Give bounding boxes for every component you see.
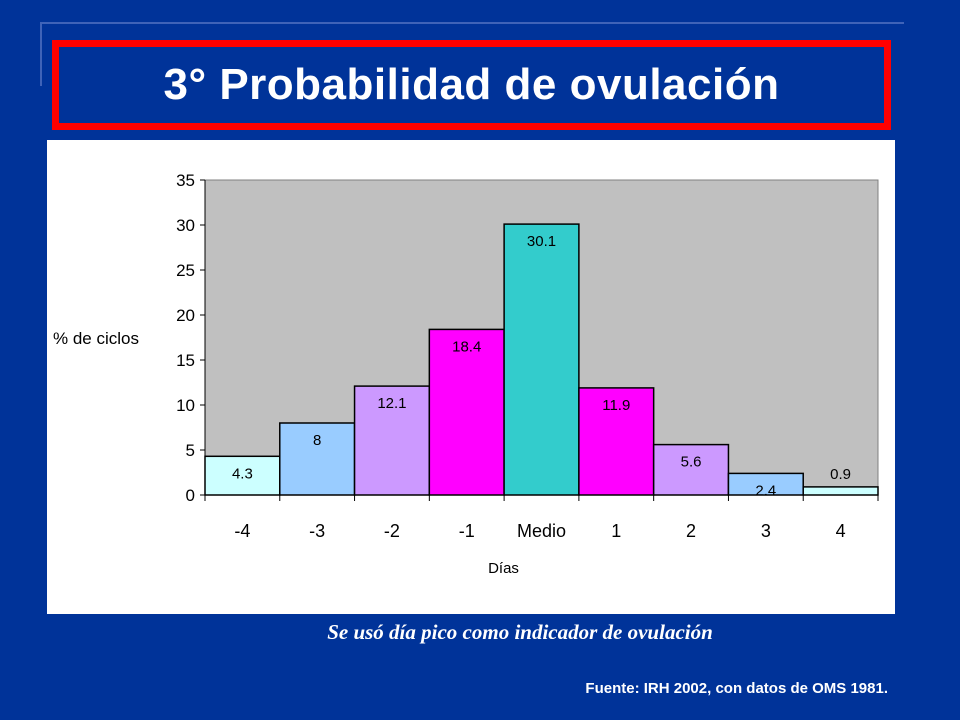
data-label: 8 — [313, 432, 321, 449]
x-tick-label: -1 — [459, 521, 475, 541]
data-label: 2.4 — [755, 482, 776, 499]
slide-title: 3° Probabilidad de ovulación — [163, 60, 780, 109]
decorative-left-line — [40, 22, 42, 86]
x-tick-label: 3 — [761, 521, 771, 541]
bar-chart: 0 5 10 15 20 25 30 35 4.3 8 12.1 18.4 30.1 11.9 5.6 2.4… — [53, 171, 879, 577]
data-label: 12.1 — [377, 395, 406, 412]
data-label: 11.9 — [602, 397, 630, 414]
x-tick-label: -3 — [309, 521, 325, 541]
y-tick-label: 10 — [176, 396, 195, 415]
y-tick-label: 20 — [176, 306, 195, 325]
source-note: Fuente: IRH 2002, con datos de OMS 1981. — [585, 680, 888, 697]
data-label: 0.9 — [830, 466, 851, 483]
decorative-top-line — [40, 22, 904, 24]
title-banner: 3° Probabilidad de ovulación — [52, 40, 891, 130]
x-tick-label: 4 — [836, 521, 846, 541]
chart-caption: Se usó día pico como indicador de ovulac… — [327, 620, 713, 644]
bar — [204, 455, 281, 496]
bar — [578, 387, 655, 496]
data-label: 5.6 — [681, 454, 702, 471]
x-tick-label: Medio — [517, 521, 566, 541]
y-tick-label: 35 — [176, 171, 195, 190]
chart-panel: 0 5 10 15 20 25 30 35 4.3 8 12.1 18.4 30.1 11.9 5.6 2.4… — [47, 140, 895, 614]
bar — [727, 472, 804, 496]
bar — [652, 443, 730, 496]
x-tick-label: -4 — [234, 521, 250, 541]
bar — [802, 486, 879, 496]
x-tick-label: 1 — [611, 521, 621, 541]
x-axis-label: Días — [488, 560, 519, 577]
y-tick-label: 30 — [176, 216, 195, 235]
bar — [503, 223, 580, 496]
y-tick-label: 5 — [186, 441, 195, 460]
x-tick-label: 2 — [686, 521, 696, 541]
data-label: 4.3 — [232, 465, 253, 482]
data-label: 18.4 — [452, 338, 481, 355]
y-axis-label: % de ciclos — [53, 329, 139, 348]
data-label: 30.1 — [527, 233, 556, 250]
y-tick-label: 15 — [176, 351, 195, 370]
bar — [279, 422, 356, 496]
x-tick-label: -2 — [384, 521, 400, 541]
y-tick-label: 25 — [176, 261, 195, 280]
y-tick-label: 0 — [186, 486, 195, 505]
